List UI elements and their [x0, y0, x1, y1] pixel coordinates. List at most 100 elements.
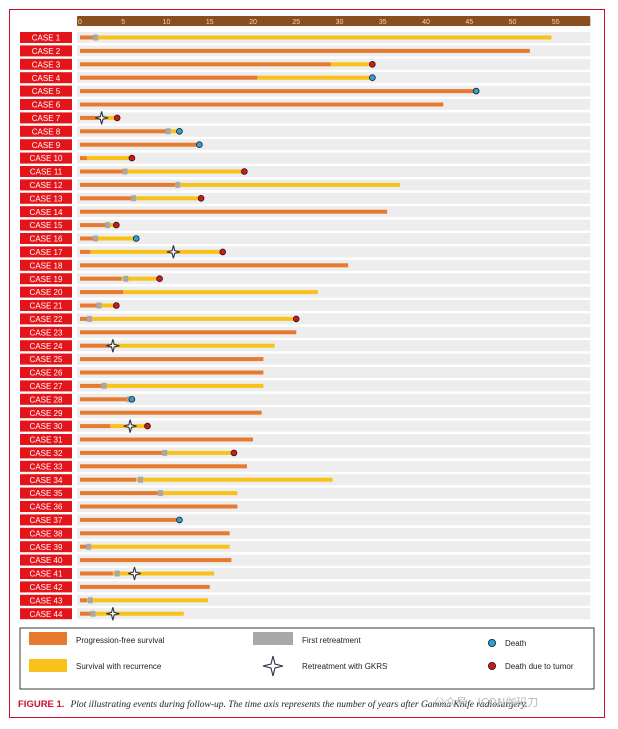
case-label: CASE 15	[30, 221, 63, 230]
case-label-box	[20, 139, 72, 151]
recurrence-bar	[136, 477, 333, 482]
row-background	[77, 139, 591, 151]
row-background	[77, 474, 591, 486]
case-label: CASE 11	[30, 168, 63, 177]
case-label-box	[20, 581, 72, 593]
retreatment-marker	[122, 168, 128, 175]
retreatment-marker	[105, 222, 111, 229]
death-tumor-marker	[230, 449, 238, 457]
pfs-bar	[80, 316, 87, 321]
row-background	[77, 581, 591, 593]
row-background	[77, 273, 591, 285]
recurrence-bar	[131, 196, 202, 201]
pfs-bar	[80, 156, 87, 161]
case-label-box	[20, 259, 72, 271]
case-label: CASE 31	[30, 436, 63, 445]
death-marker	[128, 395, 136, 403]
case-label-box	[20, 179, 72, 191]
case-label-box	[20, 326, 72, 338]
retreatment-marker	[162, 449, 168, 456]
x-tick-label: 0	[78, 19, 82, 26]
case-label: CASE 13	[30, 194, 63, 203]
case-label: CASE 29	[30, 409, 63, 418]
case-label-box	[20, 434, 72, 445]
recurrence-bar	[123, 290, 318, 295]
gkrs-marker	[262, 655, 284, 677]
case-label-box	[20, 192, 72, 204]
case-label: CASE 23	[30, 328, 63, 337]
row-background	[77, 608, 591, 620]
recurrence-bar	[86, 598, 209, 603]
pfs-bar	[80, 169, 124, 174]
case-label: CASE 9	[32, 141, 61, 150]
case-label: CASE 38	[30, 529, 63, 538]
death-marker	[196, 141, 203, 149]
case-label: CASE 2	[32, 47, 61, 56]
case-label: CASE 42	[30, 583, 63, 592]
case-label-box	[20, 487, 72, 499]
row-background	[77, 420, 591, 432]
case-label-box	[20, 300, 72, 311]
pfs-bar	[80, 290, 124, 295]
pfs-bar	[80, 504, 238, 509]
recurrence-bar	[257, 75, 373, 80]
death-tumor-marker	[292, 315, 300, 323]
row-background	[77, 219, 591, 231]
case-label-box	[20, 380, 72, 392]
x-tick-label: 55	[552, 19, 560, 26]
pfs-bar	[80, 370, 264, 375]
case-label-box	[20, 58, 72, 70]
case-label-box	[20, 125, 72, 137]
row-background	[77, 380, 591, 392]
recurrence-bar	[101, 115, 118, 120]
pfs-bar	[80, 450, 163, 455]
watermark: 公众号 · ICON伽玛刀	[434, 696, 539, 709]
caption-text: Plot illustrating events during follow-u…	[70, 700, 528, 710]
case-label: CASE 18	[30, 261, 63, 270]
death-tumor-marker	[113, 114, 121, 122]
row-background	[77, 407, 591, 419]
case-label-box	[20, 233, 72, 244]
row-background	[77, 501, 591, 512]
pfs-bar	[80, 223, 108, 228]
case-label: CASE 7	[32, 114, 61, 123]
pfs-bar	[80, 129, 167, 134]
row-background	[77, 300, 591, 311]
case-label-box	[20, 594, 72, 606]
pfs-bar	[80, 544, 87, 549]
case-label-box	[20, 541, 72, 553]
retreatment-marker	[86, 543, 92, 550]
x-tick-label: 20	[249, 19, 257, 26]
death-tumor-marker	[128, 154, 136, 162]
case-label-box	[20, 501, 72, 512]
pfs-bar	[80, 571, 113, 576]
case-label: CASE 35	[30, 489, 63, 498]
case-label-box	[20, 420, 72, 432]
pfs-bar	[80, 48, 530, 53]
legend-marker-death-tumor	[487, 662, 496, 671]
case-label: CASE 28	[30, 395, 63, 404]
case-label-box	[20, 367, 72, 378]
case-label: CASE 8	[32, 127, 61, 136]
case-label: CASE 10	[30, 154, 63, 163]
death-tumor-marker	[219, 248, 227, 256]
case-label: CASE 40	[30, 556, 63, 565]
retreatment-marker	[114, 570, 120, 577]
case-label-box	[20, 99, 72, 110]
case-label: CASE 27	[30, 382, 63, 391]
case-label: CASE 16	[30, 235, 63, 244]
case-label: CASE 26	[30, 369, 63, 378]
death-tumor-marker	[156, 275, 163, 283]
x-tick-label: 50	[509, 19, 517, 26]
row-background	[77, 246, 591, 258]
gkrs-marker	[127, 566, 142, 581]
recurrence-bar	[86, 156, 132, 161]
x-tick-label: 5	[121, 19, 125, 26]
x-tick-label: 25	[292, 19, 300, 26]
pfs-bar	[80, 89, 477, 94]
recurrence-bar	[90, 249, 223, 254]
case-label-box	[20, 85, 72, 97]
pfs-bar	[80, 303, 98, 308]
pfs-bar	[80, 249, 91, 254]
pfs-bar	[80, 517, 180, 522]
